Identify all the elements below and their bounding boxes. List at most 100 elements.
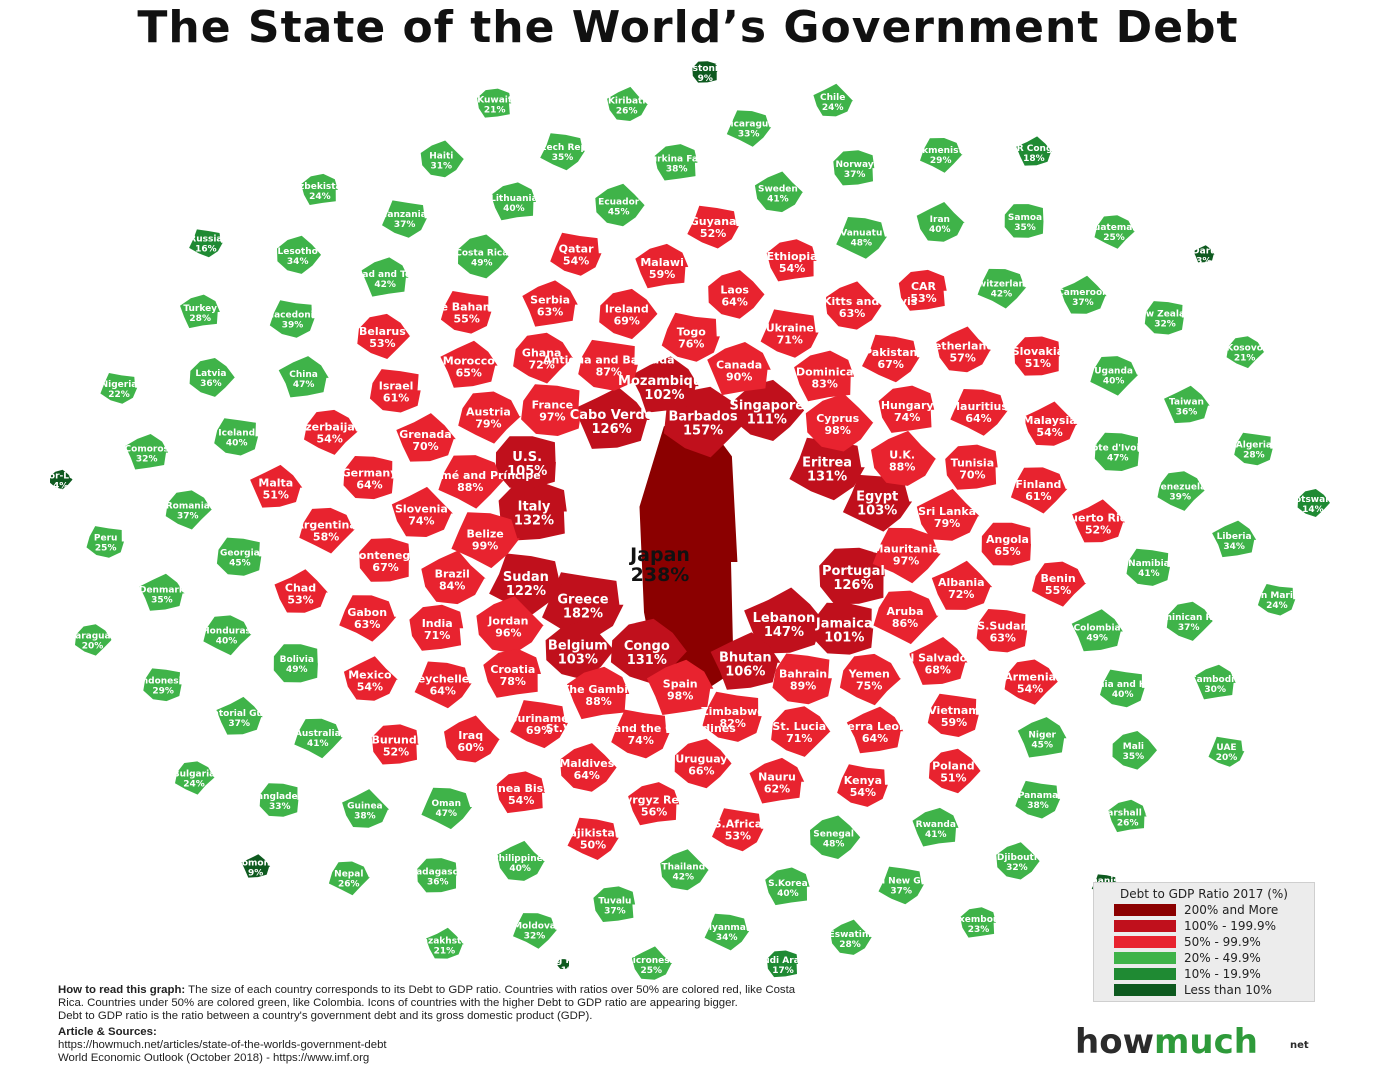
country-value-label: 126% — [833, 578, 873, 593]
country-shape — [382, 200, 427, 238]
country-name-label: Czech Rep. — [535, 143, 591, 153]
country-name-label: Kuwait — [477, 95, 513, 105]
country-value-label: 62% — [764, 783, 790, 796]
country-name-label: Kyrgyz Rep. — [617, 793, 691, 806]
country-shape — [420, 140, 464, 178]
country-shape — [878, 866, 924, 905]
how-to-text: The size of each country corresponds to … — [185, 984, 796, 996]
country-name-label: Benin — [1040, 572, 1075, 585]
country-value-label: 74% — [894, 411, 920, 424]
country-value-label: 51% — [940, 772, 966, 785]
country-value-label: 90% — [726, 371, 752, 384]
howmuch-logo: howmuch — [1075, 1022, 1258, 1062]
country-shape — [710, 632, 781, 690]
country-shape — [771, 706, 831, 757]
country-value-label: 37% — [844, 170, 866, 180]
country-shape — [661, 312, 720, 362]
country-shape — [794, 350, 855, 402]
country-value-label: 126% — [592, 422, 632, 437]
country-shape — [646, 659, 714, 715]
country-name-label: Dominica — [796, 366, 853, 379]
country-value-label: 40% — [216, 636, 238, 646]
country-value-label: 24% — [183, 779, 205, 789]
country-value-label: 58% — [313, 530, 339, 543]
country-value-label: 55% — [454, 313, 480, 326]
country-value-label: 26% — [1117, 819, 1139, 829]
logo-much: much — [1153, 1022, 1258, 1062]
country-name-label: Guinea — [347, 802, 382, 812]
country-shape — [1144, 301, 1184, 335]
country-value-label: 41% — [925, 830, 947, 840]
country-value-label: 37% — [604, 907, 626, 917]
country-shape — [846, 706, 904, 754]
country-name-label: Philippines — [492, 854, 548, 864]
source-link-article[interactable]: https://howmuch.net/articles/state-of-th… — [58, 1039, 387, 1051]
source-link-imf[interactable]: World Economic Outlook (October 2018) - … — [58, 1052, 370, 1064]
country-shape — [909, 637, 968, 685]
country-value-label: 103% — [857, 504, 897, 519]
country-shape — [981, 522, 1031, 566]
country-name-label: Russia — [189, 235, 222, 245]
country-shape — [414, 661, 472, 709]
legend-item: 200% and More — [1114, 903, 1314, 918]
country-shape — [574, 387, 650, 449]
country-value-label: 53% — [725, 830, 751, 843]
country-value-label: 64% — [862, 732, 888, 745]
country-shape — [1257, 584, 1296, 616]
country-name-label: Bulgaria — [173, 769, 215, 779]
country-shape — [165, 490, 212, 530]
country-name-label: Kenya — [844, 774, 882, 787]
country-name-label: Spain — [663, 678, 698, 691]
country-name-label: Trinidad and Tobago — [334, 270, 437, 280]
country-value-label: 67% — [372, 561, 398, 574]
country-value-label: 30% — [1204, 685, 1226, 695]
country-value-label: 25% — [1103, 233, 1125, 243]
country-name-label: Saint Kitts and Nevis — [787, 295, 918, 308]
country-shape — [726, 110, 772, 147]
country-name-label: Chile — [820, 93, 845, 103]
how-to-label: How to read this graph: — [58, 984, 186, 996]
country-shape — [593, 886, 636, 922]
country-value-label: 238% — [631, 564, 690, 586]
country-name-label: Malaysia — [1023, 414, 1077, 427]
country-name-label: Belgium — [548, 638, 608, 653]
country-value-label: 131% — [807, 469, 847, 484]
country-value-label: 40% — [503, 204, 525, 214]
country-shape — [1015, 780, 1061, 819]
country-shape — [635, 243, 689, 289]
country-value-label: 86% — [892, 617, 918, 630]
country-name-label: Burundi — [372, 734, 421, 747]
country-shape — [712, 808, 764, 852]
country-name-label: Pakistan — [864, 346, 917, 359]
country-shape — [704, 913, 750, 951]
country-shape — [301, 173, 338, 205]
country-name-label: Laos — [720, 284, 749, 297]
country-shape — [417, 858, 457, 893]
country-shape — [550, 232, 602, 276]
country-shape — [631, 946, 673, 980]
country-value-label: 57% — [950, 351, 976, 364]
legend-label: 20% - 49.9% — [1184, 951, 1261, 965]
country-value-label: 49% — [1086, 634, 1108, 644]
country-value-label: 40% — [1112, 690, 1134, 700]
country-shape — [498, 481, 567, 541]
country-shape — [273, 644, 318, 683]
country-shape — [495, 436, 556, 489]
country-name-label: Tuvalu — [598, 897, 631, 907]
country-shape — [396, 413, 456, 462]
country-value-label: 70% — [412, 440, 438, 453]
country-value-label: 88% — [457, 481, 483, 494]
country-value-label: 37% — [1178, 623, 1200, 633]
country-value-label: 54% — [1017, 682, 1043, 695]
country-name-label: El Salvador — [903, 652, 973, 665]
country-value-label: 24% — [1266, 601, 1288, 611]
legend-swatch — [1114, 968, 1176, 980]
country-shape — [772, 653, 832, 705]
country-value-label: 78% — [500, 675, 526, 688]
country-value-label: 36% — [427, 877, 449, 887]
country-value-label: 37% — [890, 886, 912, 896]
country-value-label: 32% — [1006, 863, 1028, 873]
country-name-label: Brazil — [435, 568, 470, 581]
country-shape — [476, 596, 544, 654]
country-name-label: San Marino — [1248, 591, 1305, 601]
